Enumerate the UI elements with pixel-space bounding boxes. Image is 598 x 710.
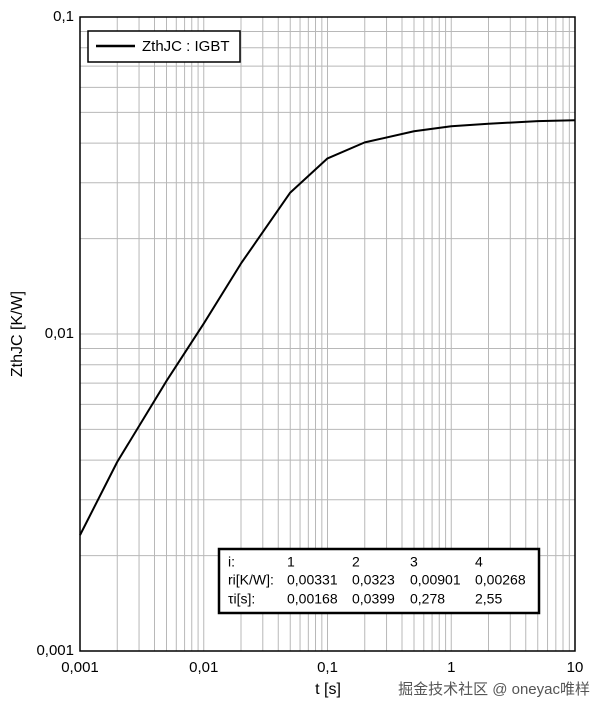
table-cell: i:: [228, 554, 235, 570]
plot-frame: [79, 16, 576, 652]
table-cell: 4: [475, 554, 483, 570]
y-tick-label: 0,001: [36, 642, 74, 659]
x-tick-label: 0,01: [189, 659, 218, 676]
x-axis-label: t [s]: [315, 681, 341, 698]
parameter-table-box: [217, 547, 541, 615]
table-cell: τi[s]:: [228, 591, 255, 607]
legend-label: ZthJC : IGBT: [142, 38, 230, 55]
table-cell: ri[K/W]:: [228, 572, 274, 588]
data-line: [79, 119, 576, 536]
y-axis-label: ZthJC [K/W]: [9, 291, 26, 377]
x-tick-label: 0,001: [61, 659, 99, 676]
table-cell: 2,55: [475, 591, 502, 607]
table-cell: 0,00168: [287, 591, 338, 607]
y-tick-label: 0,01: [45, 325, 74, 342]
parameter-table: i: 1 2 3 4 ri[K/W]: 0,00331 0,0323 0,00901 0,0026…: [228, 554, 526, 607]
y-tick-label: 0,1: [53, 8, 74, 25]
table-cell: 0,00268: [475, 572, 526, 588]
watermark: 掘金技术社区 @ oneyac唯样: [398, 681, 590, 698]
lines: [79, 119, 576, 536]
x-tick-label: 10: [567, 659, 584, 676]
table-cell: 0,0323: [352, 572, 395, 588]
table-cell: 2: [352, 554, 360, 570]
table-cell: 0,00331: [287, 572, 338, 588]
x-tick-label: 1: [447, 659, 455, 676]
x-tick-label: 0,1: [317, 659, 338, 676]
table-cell: 0,278: [410, 591, 445, 607]
table-cell: 1: [287, 554, 295, 570]
table-cell: 0,00901: [410, 572, 461, 588]
table-cell: 3: [410, 554, 418, 570]
grid: [79, 16, 576, 652]
table-cell: 0,0399: [352, 591, 395, 607]
